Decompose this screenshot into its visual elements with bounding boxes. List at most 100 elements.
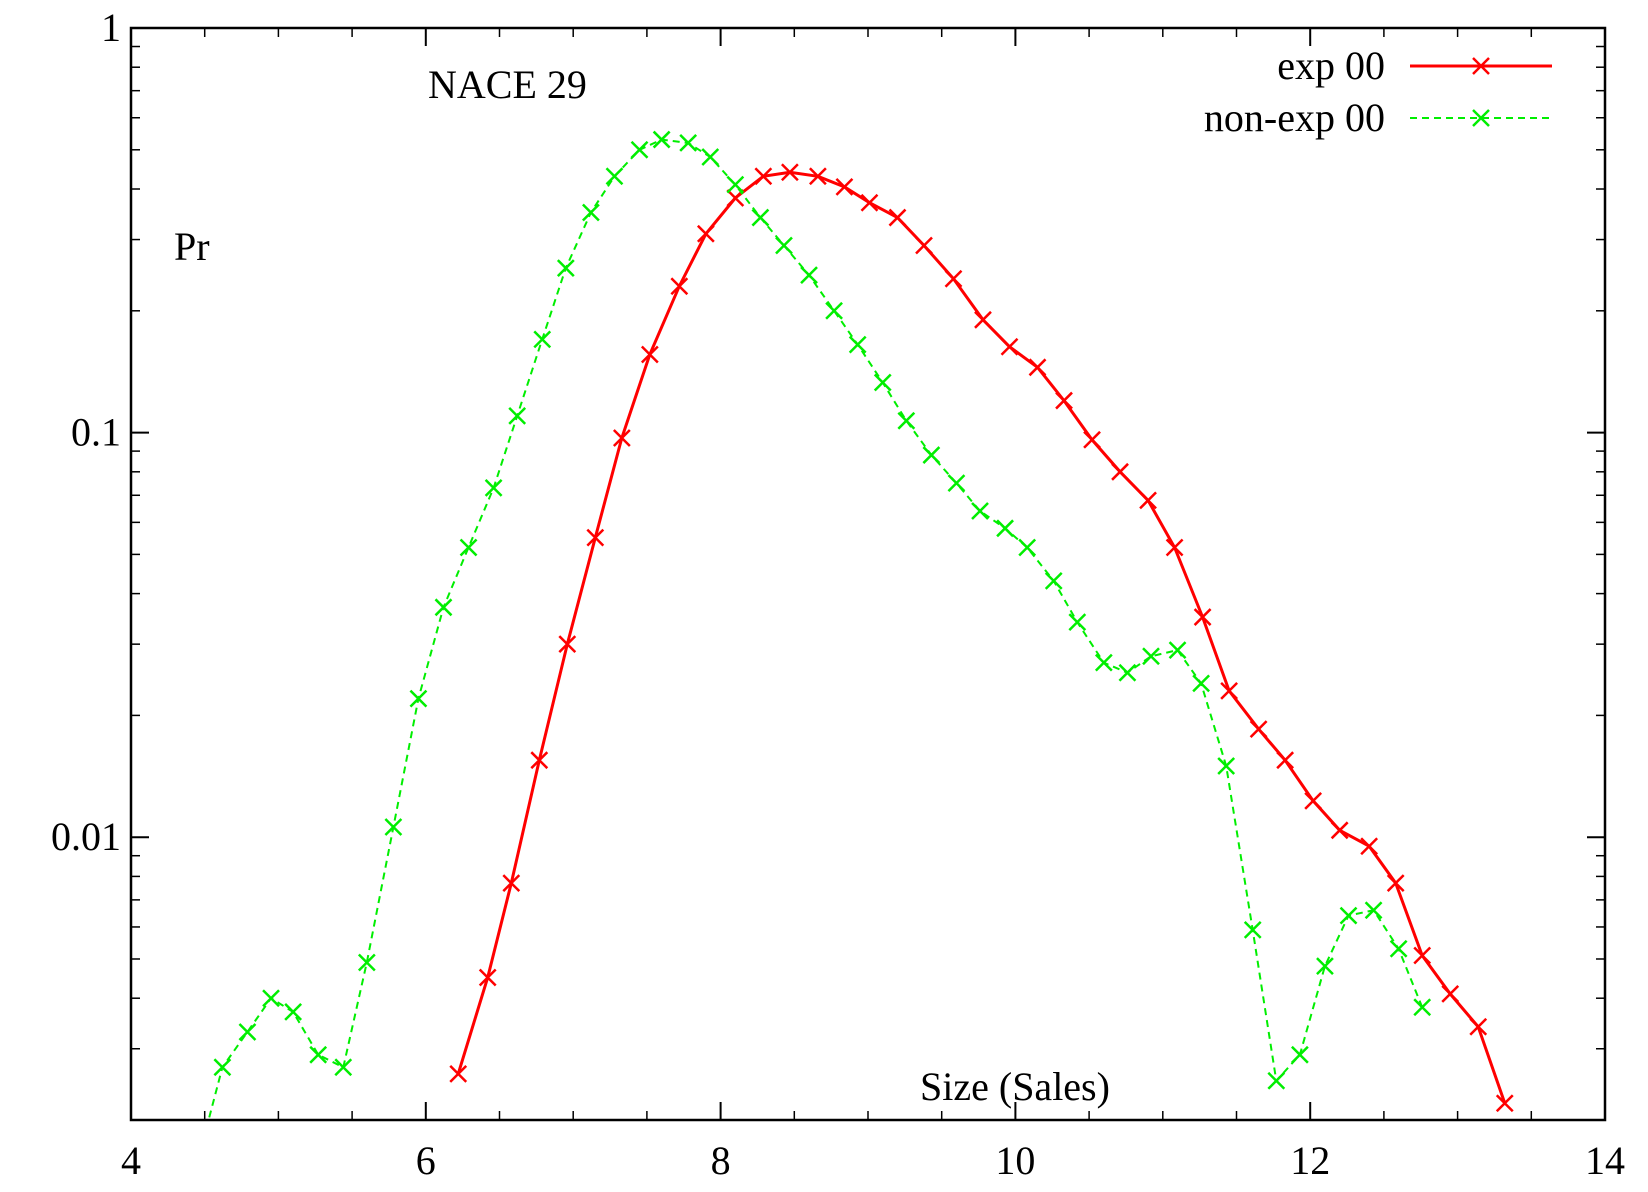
data-point [558, 635, 577, 654]
x-tick-label: 14 [1585, 1138, 1625, 1183]
data-point [780, 163, 799, 182]
data-point [384, 818, 403, 836]
series-non-exp [198, 130, 1432, 1137]
data-point [1142, 647, 1160, 666]
data-point [1044, 572, 1063, 590]
data-point [1267, 1071, 1286, 1090]
data-point [449, 1065, 468, 1083]
data-point [897, 411, 916, 430]
data-point [459, 538, 478, 557]
data-point [1386, 874, 1405, 893]
data-point [612, 429, 631, 447]
data-point [1165, 538, 1184, 557]
data-point [922, 446, 941, 464]
y-tick-label: 0.1 [71, 410, 121, 455]
data-point [484, 479, 503, 497]
y-tick-label: 1 [101, 5, 121, 50]
data-point [947, 474, 966, 493]
data-point [670, 277, 689, 296]
chart-annotation: NACE 29 [428, 62, 587, 107]
data-point [754, 167, 773, 186]
data-point [835, 177, 854, 196]
data-point [974, 310, 992, 329]
x-tick-label: 12 [1290, 1138, 1330, 1183]
series-layer [198, 130, 1514, 1137]
x-tick-label: 6 [416, 1138, 436, 1183]
data-point [1111, 462, 1129, 481]
legend-item: exp 00 [1277, 43, 1552, 88]
data-point [751, 208, 770, 227]
data-point [533, 330, 552, 349]
axes-layer: 4 6 8 10 12 14 1 0.1 0.01 [51, 5, 1625, 1183]
data-point [1243, 921, 1262, 939]
data-point [262, 989, 280, 1008]
legend-marker [1472, 109, 1490, 127]
data-point [696, 224, 715, 243]
data-point [944, 269, 963, 288]
legend-label: exp 00 [1277, 43, 1385, 88]
legend: exp 00 non-exp 00 [1204, 43, 1552, 140]
data-point [434, 598, 453, 617]
data-point [1192, 674, 1211, 693]
data-point [1441, 984, 1460, 1003]
series-exp [449, 163, 1514, 1113]
labels-layer: NACE 29 Pr Size (Sales) [174, 62, 1110, 1109]
data-point [1339, 906, 1358, 925]
data-point [478, 968, 497, 987]
data-point [238, 1023, 257, 1041]
data-point [652, 130, 671, 149]
data-point [1469, 1017, 1488, 1036]
data-point [888, 208, 907, 227]
x-axis-label: Size (Sales) [920, 1064, 1110, 1109]
data-point [860, 193, 879, 212]
plot-frame [129, 26, 1607, 1122]
x-tick-label: 8 [711, 1138, 731, 1183]
data-point [1389, 939, 1408, 958]
data-point [1413, 998, 1432, 1017]
data-point [198, 1121, 214, 1137]
data-point [605, 167, 624, 186]
data-point [1193, 608, 1212, 626]
data-point [1364, 901, 1383, 920]
data-point [1094, 653, 1113, 672]
data-point [582, 203, 600, 222]
data-point [873, 373, 892, 392]
x-tick-label: 4 [121, 1138, 141, 1183]
data-point [640, 345, 659, 364]
data-point [1118, 663, 1137, 682]
data-point [848, 335, 867, 354]
data-point [1304, 791, 1323, 810]
series-line [207, 138, 1424, 1120]
data-point [630, 140, 649, 159]
data-point [1000, 337, 1019, 356]
data-point [284, 1003, 303, 1021]
x-tick-label: 10 [995, 1138, 1035, 1183]
data-point [556, 259, 575, 277]
data-point [1217, 757, 1236, 775]
data-point [1249, 720, 1268, 738]
legend-item: non-exp 00 [1204, 95, 1552, 140]
data-point [586, 528, 605, 547]
data-point [1413, 946, 1432, 965]
y-tick-label: 0.01 [51, 814, 121, 859]
data-point [679, 134, 698, 152]
data-point [1168, 641, 1187, 659]
data-point [1018, 538, 1037, 557]
data-point [1276, 751, 1295, 770]
data-point [971, 502, 989, 520]
legend-label: non-exp 00 [1204, 95, 1385, 140]
data-point [915, 236, 933, 255]
data-point [309, 1045, 328, 1064]
data-point [825, 301, 843, 320]
data-point [1316, 957, 1334, 976]
data-point [357, 953, 376, 972]
data-point [508, 406, 527, 425]
data-point [502, 874, 521, 893]
series-line [456, 170, 1507, 1104]
data-point [1330, 821, 1349, 840]
data-point [1290, 1045, 1309, 1064]
y-axis-label: Pr [174, 224, 210, 269]
data-point [726, 175, 745, 194]
data-point [1055, 391, 1073, 410]
